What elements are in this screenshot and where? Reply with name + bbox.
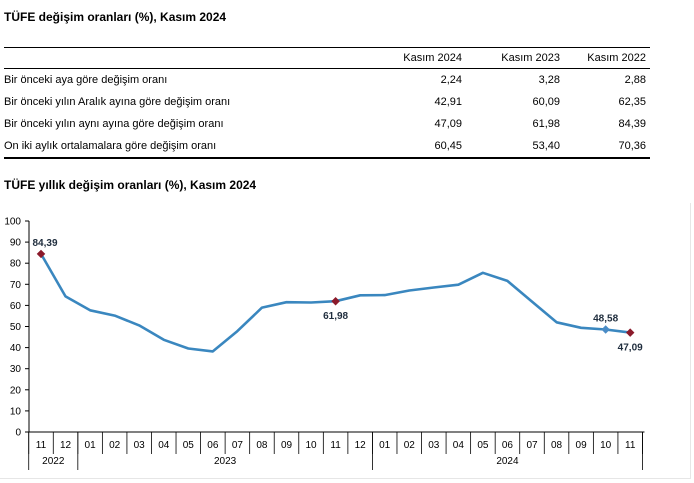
data-marker [36, 249, 46, 259]
y-tick-label: 50 [10, 322, 22, 333]
x-tick-label: 12 [60, 440, 72, 451]
table-header-row: Kasım 2024 Kasım 2023 Kasım 2022 [4, 47, 650, 69]
x-tick-label: 04 [158, 440, 170, 451]
x-tick-label: 11 [36, 440, 47, 451]
x-tick-label: 10 [600, 440, 612, 451]
x-tick-label: 11 [330, 440, 341, 451]
y-tick-label: 20 [10, 385, 22, 396]
x-tick-label: 10 [305, 440, 317, 451]
x-tick-label: 08 [256, 440, 268, 451]
x-tick-label: 01 [85, 440, 97, 451]
cell-value: 60,45 [372, 135, 466, 159]
data-label: 47,09 [618, 343, 643, 354]
data-label: 48,58 [593, 313, 618, 324]
cell-value: 2,88 [624, 74, 646, 86]
data-marker [331, 296, 340, 306]
cell-value: 47,09 [434, 118, 462, 130]
x-tick-label: 01 [379, 440, 391, 451]
x-year-label: 2023 [214, 456, 237, 467]
x-tick-label: 09 [281, 440, 293, 451]
x-tick-label: 02 [109, 440, 121, 451]
cpi-table: Kasım 2024 Kasım 2023 Kasım 2022 Bir önc… [4, 47, 650, 159]
chart-title: TÜFE yıllık değişim oranları (%), Kasım … [4, 178, 257, 192]
y-tick-label: 70 [10, 280, 22, 291]
table-row: On iki aylık ortalamalara göre değişim o… [4, 135, 650, 159]
table-row: Bir önceki yılın Aralık ayına göre değiş… [4, 91, 650, 113]
table-row: Bir önceki yılın aynı ayına göre değişim… [4, 113, 650, 135]
x-year-label: 2022 [42, 456, 65, 467]
cell-value: 42,91 [434, 96, 462, 108]
cell-value: 62,35 [618, 96, 646, 108]
cell-value: 84,39 [618, 118, 646, 130]
y-tick-label: 30 [10, 364, 22, 375]
header-empty [4, 47, 372, 69]
table-row: Bir önceki aya göre değişim oranı 2,24 3… [4, 69, 650, 92]
cell-value: 61,98 [532, 118, 560, 130]
x-year-label: 2024 [496, 456, 519, 467]
x-tick-label: 06 [207, 440, 219, 451]
y-tick-label: 100 [4, 217, 21, 228]
data-marker [601, 325, 610, 334]
cell-value: 2,24 [440, 74, 462, 86]
cell-value: 70,36 [564, 135, 650, 159]
col-header: Kasım 2023 [466, 47, 564, 69]
data-marker [625, 328, 635, 337]
x-tick-label: 07 [232, 440, 244, 451]
row-label: Bir önceki yılın aynı ayına göre değişim… [4, 118, 224, 130]
x-tick-label: 04 [453, 440, 465, 451]
x-tick-label: 05 [477, 440, 489, 451]
x-tick-label: 05 [183, 440, 195, 451]
x-tick-label: 03 [134, 440, 146, 451]
y-tick-label: 60 [10, 301, 22, 312]
x-tick-label: 07 [526, 440, 538, 451]
y-tick-label: 80 [10, 259, 22, 270]
data-label: 84,39 [32, 238, 57, 249]
cell-value: 53,40 [466, 135, 564, 159]
row-label: On iki aylık ortalamalara göre değişim o… [4, 135, 372, 159]
table-title: TÜFE değişim oranları (%), Kasım 2024 [4, 10, 227, 24]
y-tick-label: 40 [10, 343, 22, 354]
data-label: 61,98 [323, 311, 348, 322]
row-label: Bir önceki aya göre değişim oranı [4, 74, 168, 86]
cell-value: 3,28 [538, 74, 560, 86]
y-tick-label: 0 [15, 428, 21, 439]
row-label: Bir önceki yılın Aralık ayına göre değiş… [4, 96, 231, 108]
x-tick-label: 09 [576, 440, 588, 451]
col-header: Kasım 2022 [564, 47, 650, 69]
col-header: Kasım 2024 [372, 47, 466, 69]
x-tick-label: 12 [355, 440, 367, 451]
y-tick-label: 90 [10, 238, 22, 249]
x-tick-label: 08 [551, 440, 563, 451]
cell-value: 60,09 [532, 96, 560, 108]
x-tick-label: 03 [428, 440, 440, 451]
y-tick-label: 10 [10, 406, 22, 417]
x-tick-label: 02 [404, 440, 416, 451]
x-tick-label: 11 [625, 440, 636, 451]
chart-frame [0, 203, 691, 479]
x-tick-label: 06 [502, 440, 514, 451]
